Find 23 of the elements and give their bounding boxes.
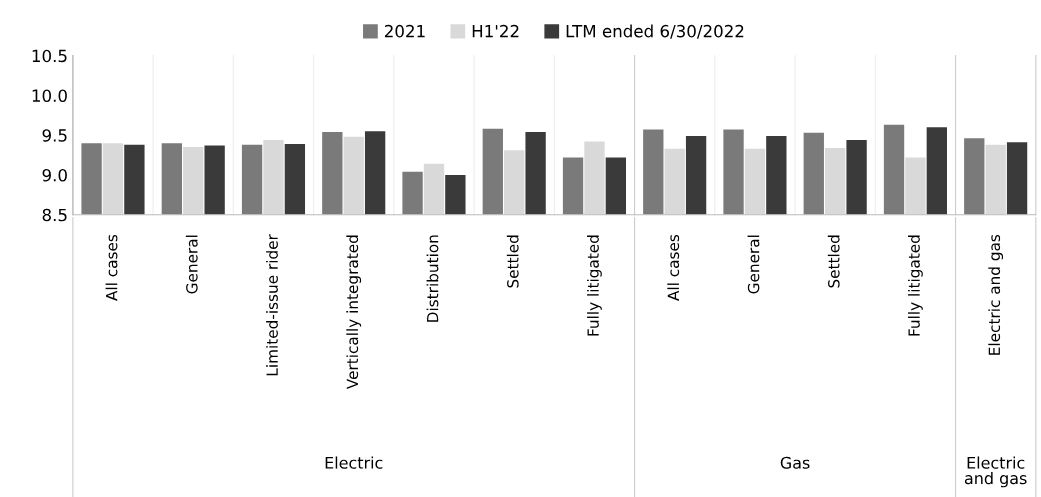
- x-tick-label: Electric and gas: [988, 234, 1004, 355]
- y-tick-label: 8.5: [42, 208, 67, 222]
- x-tick-label: Fully litigated: [587, 235, 602, 336]
- y-tick-label: 10.5: [32, 49, 67, 63]
- x-tick-label: Limited-issue rider: [266, 234, 278, 376]
- legend-label: H1'22: [472, 24, 519, 38]
- y-tick-label: 9.0: [42, 168, 67, 182]
- text: Electric: [325, 456, 383, 469]
- text: Electric and gas: [964, 456, 1027, 488]
- x-tick-label: All cases: [667, 234, 680, 301]
- text: Gas: [780, 456, 810, 469]
- legend-label: LTM ended 6/30/2022: [566, 24, 744, 39]
- x-tick-label: Settled: [506, 235, 519, 288]
- x-tick-label: Settled: [827, 235, 840, 288]
- x-tick-label: All cases: [105, 234, 118, 301]
- x-tick-label: Distribution: [426, 235, 439, 322]
- legend-label: 2021: [384, 24, 425, 38]
- x-tick-label: General: [747, 235, 760, 294]
- y-tick-label: 10.0: [32, 89, 67, 102]
- y-tick-label: 9.5: [42, 129, 67, 142]
- x-tick-label: Fully litigated: [908, 235, 923, 336]
- x-tick-label: General: [185, 235, 198, 294]
- x-tick-label: Vertically integrated: [346, 235, 362, 390]
